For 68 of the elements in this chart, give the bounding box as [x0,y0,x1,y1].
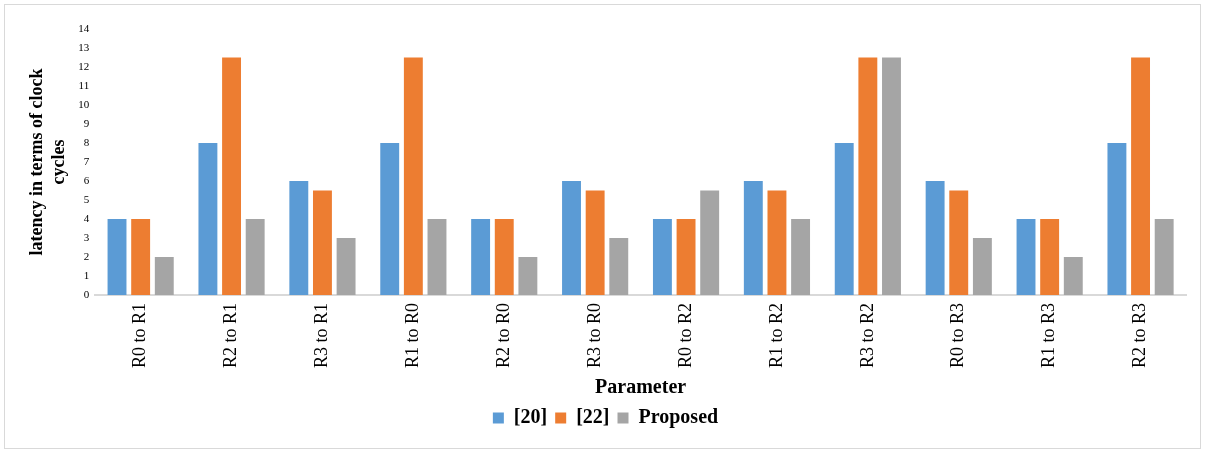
bar [471,218,491,295]
bar [1131,57,1150,295]
x-tick-label: R1 to R0 [402,302,423,368]
y-tick-label: 5 [83,192,90,205]
bar [882,57,901,295]
bar [791,218,811,295]
x-tick-label: R2 to R3 [1129,302,1150,368]
x-tick-label: R3 to R0 [583,302,604,368]
legend-label: [22] [576,405,610,428]
x-tick-label: R3 to R2 [856,302,877,368]
x-tick-label: R0 to R2 [674,302,695,368]
bar [925,180,945,295]
bar [585,190,605,295]
bar [222,57,241,295]
bar [245,218,265,295]
bar [154,256,174,295]
y-tick-label: 6 [83,173,90,186]
x-tick-label: R2 to R0 [492,302,513,368]
bar [1154,218,1174,295]
bar [949,190,969,295]
y-tick-label: 4 [83,211,90,224]
bar [131,218,151,295]
bar [313,190,332,295]
x-axis-title: Parameter [595,375,687,398]
bar [289,180,309,295]
y-tick-label: 1 [83,268,90,281]
legend-label: [20] [513,405,548,428]
y-tick-label: 13 [78,40,90,53]
y-tick-label: 8 [83,135,90,148]
bar [562,180,581,295]
bar [972,237,992,295]
y-tick-label: 7 [83,154,90,167]
bar [676,218,696,295]
bar [518,256,538,295]
y-tick-label: 10 [78,97,90,110]
y-tick-label: 14 [78,21,90,34]
bar [1016,218,1036,295]
x-tick-label: R0 to R1 [129,302,150,368]
bar [767,190,787,295]
y-tick-label: 9 [83,116,90,129]
x-tick-label: R1 to R3 [1038,302,1059,368]
y-tick-label: 2 [83,249,90,262]
bar [834,143,854,295]
bar [336,237,356,295]
bar [427,218,447,295]
x-tick-label: R2 to R1 [220,302,241,368]
bar [403,57,423,295]
y-tick-label: 0 [83,287,90,300]
y-tick-label: 11 [78,78,90,91]
bar [743,180,763,295]
bar [380,143,400,295]
bar [700,190,720,295]
bar [494,218,514,295]
bar [107,218,127,295]
x-tick-label: R0 to R3 [947,302,968,368]
bar [198,143,218,295]
bar [1107,143,1127,295]
bar [1040,218,1060,295]
y-tick-label: 3 [83,230,90,243]
bar [858,57,878,295]
x-tick-label: R1 to R2 [765,302,786,368]
x-tick-label: R3 to R1 [311,302,332,368]
y-axis-title: latency in terms of clock cycles [26,68,69,256]
bar [652,218,672,295]
legend-label: Proposed [638,405,719,429]
bar [1063,256,1083,295]
bar [609,237,629,295]
y-tick-label: 12 [78,59,90,72]
